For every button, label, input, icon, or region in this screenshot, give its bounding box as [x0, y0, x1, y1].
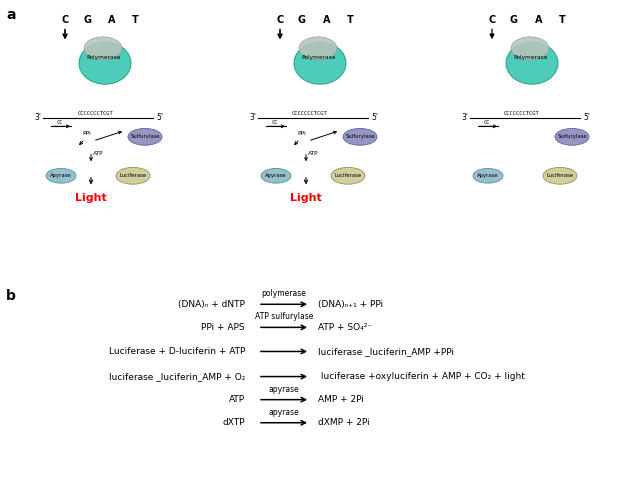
Text: C: C [488, 15, 496, 25]
Text: T: T [346, 15, 353, 25]
Ellipse shape [79, 42, 131, 84]
Text: Polymerase: Polymerase [87, 55, 121, 60]
Text: PPi: PPi [82, 131, 91, 136]
Text: Light: Light [290, 193, 322, 203]
Ellipse shape [128, 128, 162, 145]
Text: Apyrase: Apyrase [477, 173, 499, 178]
Text: Luciferase: Luciferase [119, 173, 146, 178]
Text: b: b [6, 289, 16, 303]
Text: apyrase: apyrase [268, 408, 300, 416]
Text: CC: CC [272, 120, 278, 125]
Ellipse shape [261, 169, 291, 183]
Text: Apyrase: Apyrase [50, 173, 72, 178]
Text: CCCCCCCTCGT: CCCCCCCTCGT [504, 111, 540, 116]
Ellipse shape [473, 169, 503, 183]
Text: 5': 5' [583, 113, 590, 122]
Text: Apyrase: Apyrase [265, 173, 287, 178]
Text: Light: Light [75, 193, 107, 203]
Text: G: G [298, 15, 306, 25]
Text: Luciferase: Luciferase [546, 173, 574, 178]
Text: luciferase _luciferin_AMP + O₂: luciferase _luciferin_AMP + O₂ [109, 372, 245, 381]
Text: T: T [558, 15, 566, 25]
Text: Sulfurylase: Sulfurylase [345, 134, 375, 139]
Text: ATP sulfurylase: ATP sulfurylase [255, 312, 313, 321]
Text: Sulfurylase: Sulfurylase [130, 134, 160, 139]
Text: A: A [323, 15, 331, 25]
Text: PPi + APS: PPi + APS [201, 323, 245, 332]
Text: CCCCCCCTCGT: CCCCCCCTCGT [292, 111, 328, 116]
Text: ATP + SO₄²⁻: ATP + SO₄²⁻ [318, 323, 372, 332]
Text: Luciferase: Luciferase [334, 173, 362, 178]
Text: 5': 5' [371, 113, 378, 122]
Text: C: C [61, 15, 68, 25]
Text: apyrase: apyrase [268, 385, 300, 393]
Text: a: a [6, 8, 15, 23]
Ellipse shape [343, 128, 377, 145]
Text: Polymerase: Polymerase [302, 55, 336, 60]
Text: CCCCCCCTCGT: CCCCCCCTCGT [77, 111, 113, 116]
Text: luciferase +oxyluciferin + AMP + CO₂ + light: luciferase +oxyluciferin + AMP + CO₂ + l… [318, 372, 525, 381]
Text: C: C [277, 15, 284, 25]
Ellipse shape [294, 42, 346, 84]
Text: dXMP + 2Pi: dXMP + 2Pi [318, 418, 369, 427]
Ellipse shape [511, 37, 549, 60]
Ellipse shape [555, 128, 589, 145]
Text: ATP: ATP [93, 151, 104, 156]
Text: dXTP: dXTP [222, 418, 245, 427]
Ellipse shape [506, 42, 558, 84]
Ellipse shape [331, 168, 365, 184]
Text: CC: CC [57, 120, 63, 125]
Text: 3': 3' [461, 113, 468, 122]
Text: 5': 5' [156, 113, 163, 122]
Ellipse shape [299, 37, 337, 60]
Text: T: T [132, 15, 139, 25]
Text: 3': 3' [249, 113, 256, 122]
Ellipse shape [84, 37, 122, 60]
Text: CC: CC [484, 120, 490, 125]
Text: G: G [83, 15, 91, 25]
Text: 3': 3' [34, 113, 41, 122]
Text: A: A [535, 15, 543, 25]
Text: ATP: ATP [229, 395, 245, 404]
Text: PPi: PPi [298, 131, 306, 136]
Text: ATP: ATP [308, 151, 319, 156]
Text: luciferase _luciferin_AMP +PPi: luciferase _luciferin_AMP +PPi [318, 347, 454, 356]
Text: Sulfurylase: Sulfurylase [557, 134, 587, 139]
Text: A: A [108, 15, 116, 25]
Ellipse shape [116, 168, 150, 184]
Text: (DNA)ₙ₊₁ + PPi: (DNA)ₙ₊₁ + PPi [318, 300, 383, 309]
Ellipse shape [46, 169, 76, 183]
Text: Polymerase: Polymerase [514, 55, 548, 60]
Text: Luciferase + D-luciferin + ATP: Luciferase + D-luciferin + ATP [109, 347, 245, 356]
Text: (DNA)ₙ + dNTP: (DNA)ₙ + dNTP [178, 300, 245, 309]
Ellipse shape [543, 168, 577, 184]
Text: AMP + 2Pi: AMP + 2Pi [318, 395, 364, 404]
Text: polymerase: polymerase [261, 289, 307, 298]
Text: G: G [510, 15, 518, 25]
